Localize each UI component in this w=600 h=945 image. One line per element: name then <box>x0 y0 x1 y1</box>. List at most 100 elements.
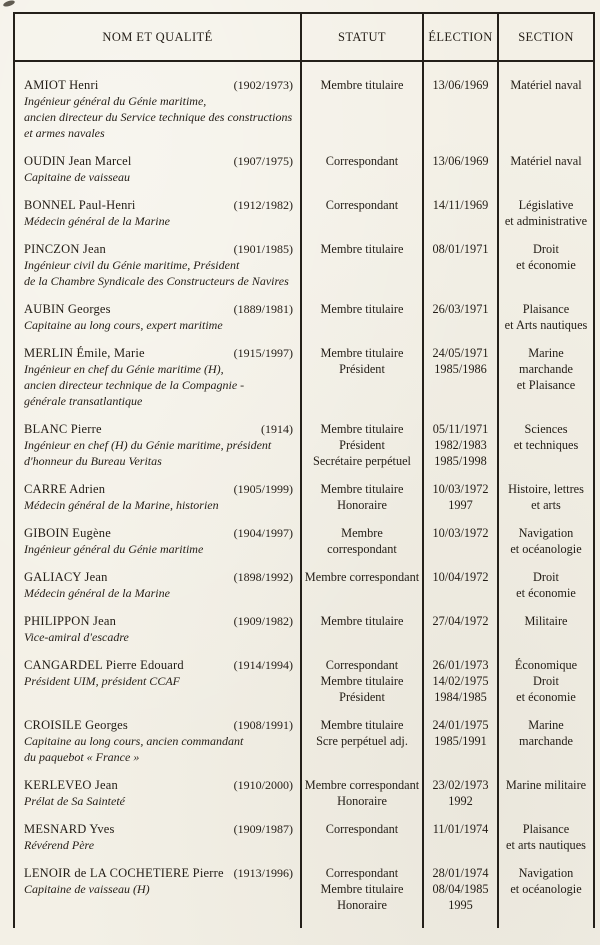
member-section-line: Matériel naval <box>510 154 582 168</box>
table-row: BONNEL Paul-Henri (1912/1982) Médecin géné… <box>15 185 593 229</box>
member-election-line: 10/03/1972 <box>432 482 489 496</box>
member-election-line: 27/04/1972 <box>432 614 489 628</box>
member-section-line: Économique <box>514 658 578 672</box>
member-statut-cell: Correspondant Membre titulaire Président <box>300 645 422 705</box>
header-section: SECTION <box>497 14 593 60</box>
member-election-cell: 23/02/1973 1992 <box>422 765 497 809</box>
table-row: OUDIN Jean Marcel (1907/1975) Capitaine de… <box>15 141 593 185</box>
member-election-line: 1985/1998 <box>434 454 487 468</box>
member-years: (1889/1981) <box>233 302 293 316</box>
member-election-line: 1985/1991 <box>434 734 487 748</box>
member-name: KERLEVEO Jean <box>24 778 118 792</box>
member-description-line: Médecin général de la Marine <box>24 214 170 228</box>
member-description-line: Médecin général de la Marine <box>24 586 170 600</box>
member-election-line: 1982/1983 <box>434 438 487 452</box>
member-description-line: Capitaine de vaisseau <box>24 170 130 184</box>
member-description-line: Ingénieur général du Génie maritime, <box>24 94 207 108</box>
member-years: (1914/1994) <box>233 658 293 672</box>
member-years: (1901/1985) <box>233 242 293 256</box>
member-election-line: 14/02/1975 <box>432 674 489 688</box>
member-statut-cell: Correspondant <box>300 141 422 185</box>
member-statut-line: Président <box>339 690 385 704</box>
table-row: GALIACY Jean (1898/1992) Médecin général d… <box>15 557 593 601</box>
member-description-line: Ingénieur civil du Génie maritime, Prési… <box>24 258 240 272</box>
member-statut-line: Membre titulaire <box>320 422 404 436</box>
member-section-line: Matériel naval <box>510 78 582 92</box>
member-section-line: et Plaisance <box>516 378 576 392</box>
member-description-line: ancien directeur technique de la Compagn… <box>24 378 245 392</box>
member-section-cell: Plaisance et Arts nautiques <box>497 289 593 333</box>
member-election-line: 05/11/1971 <box>432 422 489 436</box>
member-election-cell: 11/01/1974 <box>422 809 497 853</box>
member-section-line: Navigation <box>518 526 574 540</box>
header-election: ÉLECTION <box>422 14 497 60</box>
member-statut-line: Scre perpétuel adj. <box>316 734 408 748</box>
member-name-cell: CANGARDEL Pierre Edouard (1914/1994) Prési… <box>15 645 300 705</box>
member-election-cell: 14/11/1969 <box>422 185 497 229</box>
member-statut-line: Honoraire <box>337 898 387 912</box>
member-election-line: 24/01/1975 <box>432 718 489 732</box>
member-statut-line: Membre titulaire <box>320 882 404 896</box>
members-table: NOM ET QUALITÉ STATUT ÉLECTION SECTION A… <box>13 12 595 928</box>
table-row: MERLIN Émile, Marie (1915/1997) Ingénieur … <box>15 333 593 409</box>
member-years: (1898/1992) <box>233 570 293 584</box>
table-row: CANGARDEL Pierre Edouard (1914/1994) Prési… <box>15 645 593 705</box>
member-name-cell: PHILIPPON Jean (1909/1982) Vice-amiral d'e… <box>15 601 300 645</box>
member-election-line: 1985/1986 <box>434 362 487 376</box>
member-election-line: 08/04/1985 <box>432 882 489 896</box>
member-years: (1904/1997) <box>233 526 293 540</box>
member-name-cell: OUDIN Jean Marcel (1907/1975) Capitaine de… <box>15 141 300 185</box>
member-section-line: Navigation <box>518 866 574 880</box>
member-statut-line: Membre titulaire <box>320 78 404 92</box>
member-section-line: et arts nautiques <box>506 838 586 852</box>
member-election-cell: 28/01/1974 08/04/1985 1995 <box>422 853 497 913</box>
member-statut-cell: Membre titulaire Honoraire <box>300 469 422 513</box>
member-name-cell: AMIOT Henri (1902/1973) Ingénieur général … <box>15 62 300 141</box>
member-description-line: ancien directeur du Service technique de… <box>24 110 293 124</box>
member-statut-line: Honoraire <box>337 498 387 512</box>
member-statut-line: Membre titulaire <box>320 346 404 360</box>
member-description-line: Capitaine de vaisseau (H) <box>24 882 150 896</box>
member-section-line: Sciences <box>524 422 568 436</box>
member-section-cell: Plaisance et arts nautiques <box>497 809 593 853</box>
member-name: BONNEL Paul-Henri <box>24 198 136 212</box>
member-statut-line: Membre correspondant <box>304 570 420 584</box>
member-years: (1913/1996) <box>233 866 293 880</box>
member-statut-line: Président <box>339 438 385 452</box>
member-election-line: 26/03/1971 <box>432 302 489 316</box>
member-section-line: marchande <box>519 734 573 748</box>
member-section-line: Droit <box>533 674 559 688</box>
filler-cell <box>422 913 497 928</box>
member-election-cell: 13/06/1969 <box>422 62 497 141</box>
table-row: CROISILE Georges (1908/1991) Capitaine au … <box>15 705 593 765</box>
member-statut-line: Correspondant <box>325 822 399 836</box>
member-years: (1905/1999) <box>233 482 293 496</box>
table-row: PHILIPPON Jean (1909/1982) Vice-amiral d'e… <box>15 601 593 645</box>
member-description-line: et armes navales <box>24 126 105 140</box>
table-row: MESNARD Yves (1909/1987) Révérend Père Corr… <box>15 809 593 853</box>
table-row: GIBOIN Eugène (1904/1997) Ingénieur généra… <box>15 513 593 557</box>
member-section-cell: Marine marchande <box>497 705 593 765</box>
table-row: AUBIN Georges (1889/1981) Capitaine au lon… <box>15 289 593 333</box>
member-name-cell: MERLIN Émile, Marie (1915/1997) Ingénieur … <box>15 333 300 409</box>
member-statut-line: Correspondant <box>325 198 399 212</box>
member-section-line: et économie <box>516 690 576 704</box>
member-election-cell: 13/06/1969 <box>422 141 497 185</box>
member-description-line: Capitaine au long cours, expert maritime <box>24 318 223 332</box>
member-name-line: CROISILE Georges (1908/1991) <box>24 717 293 733</box>
member-name: AUBIN Georges <box>24 302 111 316</box>
member-statut-line: Président <box>339 362 385 376</box>
member-section-line: et océanologie <box>510 542 582 556</box>
member-election-line: 10/03/1972 <box>432 526 489 540</box>
member-name: CARRE Adrien <box>24 482 106 496</box>
table-filler <box>15 913 593 928</box>
member-name: BLANC Pierre <box>24 422 102 436</box>
member-name-line: PINCZON Jean (1901/1985) <box>24 241 293 257</box>
member-name-cell: CROISILE Georges (1908/1991) Capitaine au … <box>15 705 300 765</box>
member-section-cell: Marine militaire <box>497 765 593 809</box>
table-row: KERLEVEO Jean (1910/2000) Prélat de Sa Sai… <box>15 765 593 809</box>
member-name: MESNARD Yves <box>24 822 115 836</box>
member-years: (1907/1975) <box>233 154 293 168</box>
member-election-cell: 10/03/1972 <box>422 513 497 557</box>
member-name-line: MERLIN Émile, Marie (1915/1997) <box>24 345 293 361</box>
